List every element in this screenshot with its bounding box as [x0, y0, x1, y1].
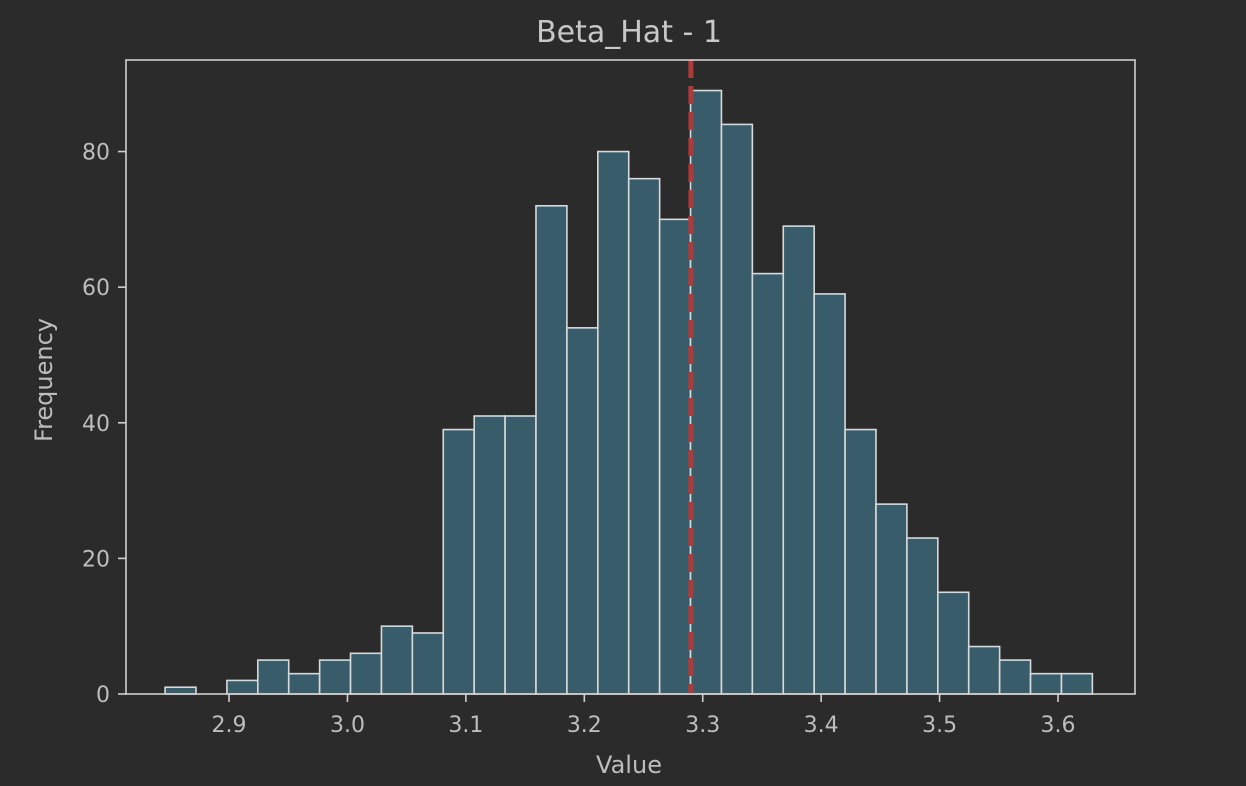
- y-tick-label: 80: [82, 141, 110, 166]
- histogram-bar: [1060, 672, 1094, 695]
- bars-group: [164, 89, 1094, 695]
- histogram-bar: [844, 428, 877, 695]
- x-tick-label: 3.6: [1041, 713, 1076, 738]
- histogram-bar: [164, 686, 197, 695]
- histogram-bar: [720, 123, 754, 695]
- histogram-bar: [504, 415, 537, 695]
- y-tick-label: 60: [82, 276, 110, 301]
- x-tick-label: 3.2: [567, 713, 602, 738]
- y-axis-ticks: 0 20 40 60 80: [82, 141, 126, 708]
- histogram-bar: [658, 218, 692, 695]
- x-tick-label: 3.0: [330, 713, 365, 738]
- histogram-bar: [442, 428, 475, 695]
- histogram-bar: [967, 645, 1001, 695]
- histogram-bar: [813, 293, 846, 695]
- y-axis-label: Frequency: [30, 318, 58, 442]
- histogram-bar: [1029, 672, 1063, 695]
- histogram-bar: [380, 625, 414, 695]
- x-tick-label: 2.9: [212, 713, 247, 738]
- y-tick-label: 40: [82, 412, 110, 437]
- histogram-bar: [318, 659, 352, 695]
- histogram-bar: [751, 272, 785, 695]
- histogram-bar: [689, 89, 723, 695]
- histogram-bar: [906, 537, 939, 695]
- histogram-bar: [411, 632, 445, 695]
- histogram-bar: [473, 415, 506, 695]
- x-tick-label: 3.3: [685, 713, 720, 738]
- chart-title: Beta_Hat - 1: [536, 15, 722, 50]
- histogram-bar: [287, 672, 321, 695]
- x-axis-ticks: 2.9 3.0 3.1 3.2 3.3 3.4 3.5 3.6: [212, 694, 1076, 738]
- y-tick-label: 0: [96, 683, 110, 708]
- histogram-bar: [535, 204, 568, 695]
- histogram-bar: [782, 225, 815, 695]
- histogram-bar: [566, 327, 599, 695]
- histogram-bar: [875, 503, 908, 695]
- histogram-bar: [257, 659, 290, 695]
- y-tick-label: 20: [82, 547, 110, 572]
- x-tick-label: 3.5: [922, 713, 957, 738]
- x-tick-label: 3.4: [804, 713, 839, 738]
- histogram-bar: [937, 591, 970, 695]
- histogram-bar: [597, 150, 630, 695]
- plot-frame: [125, 59, 1136, 695]
- x-tick-label: 3.1: [448, 713, 483, 738]
- histogram-bar: [627, 177, 661, 695]
- histogram-bar: [226, 679, 259, 695]
- histogram-bar: [349, 652, 383, 695]
- x-axis-label: Value: [596, 751, 662, 779]
- histogram-bar: [998, 659, 1032, 695]
